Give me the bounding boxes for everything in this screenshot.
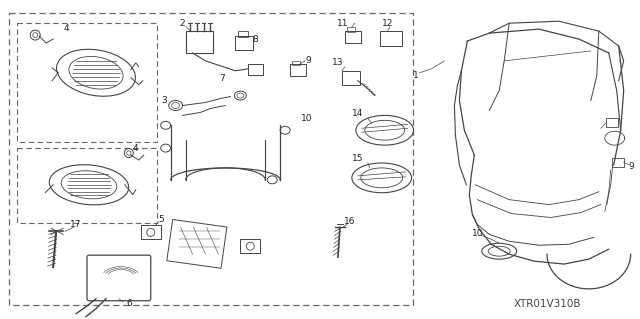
Text: 1: 1 [413, 71, 419, 80]
Bar [10, 13, 413, 305]
Text: XTR01V310B: XTR01V310B [513, 299, 580, 309]
Text: 12: 12 [382, 19, 394, 28]
Text: 8: 8 [252, 34, 258, 44]
Text: 5: 5 [158, 215, 164, 224]
Bar [186, 31, 214, 53]
Text: 11: 11 [337, 19, 349, 28]
Bar [238, 31, 248, 37]
Text: 4: 4 [63, 24, 69, 33]
Text: 4: 4 [133, 144, 139, 152]
Bar [292, 61, 300, 65]
Text: 13: 13 [332, 58, 344, 67]
Text: 3: 3 [161, 96, 166, 105]
Text: 9: 9 [305, 56, 311, 65]
Text: 14: 14 [352, 109, 364, 118]
Text: 7: 7 [220, 74, 225, 83]
Text: 6: 6 [126, 299, 132, 308]
Text: 15: 15 [352, 153, 364, 162]
Bar [347, 27, 355, 32]
Text: 9: 9 [628, 162, 634, 171]
Bar [380, 31, 402, 46]
Bar [241, 239, 260, 253]
Text: 17: 17 [70, 220, 82, 229]
Bar [612, 158, 623, 167]
Bar [17, 148, 157, 223]
Bar [345, 31, 361, 43]
Bar [167, 219, 227, 268]
Bar [605, 118, 618, 127]
Bar [17, 23, 157, 142]
Bar [342, 71, 360, 85]
Text: 16: 16 [344, 217, 356, 226]
Text: 10: 10 [472, 229, 483, 238]
Text: 2: 2 [180, 19, 186, 28]
Bar [248, 64, 263, 75]
Bar [290, 64, 306, 76]
Text: 10: 10 [301, 114, 313, 123]
Bar [236, 36, 253, 50]
